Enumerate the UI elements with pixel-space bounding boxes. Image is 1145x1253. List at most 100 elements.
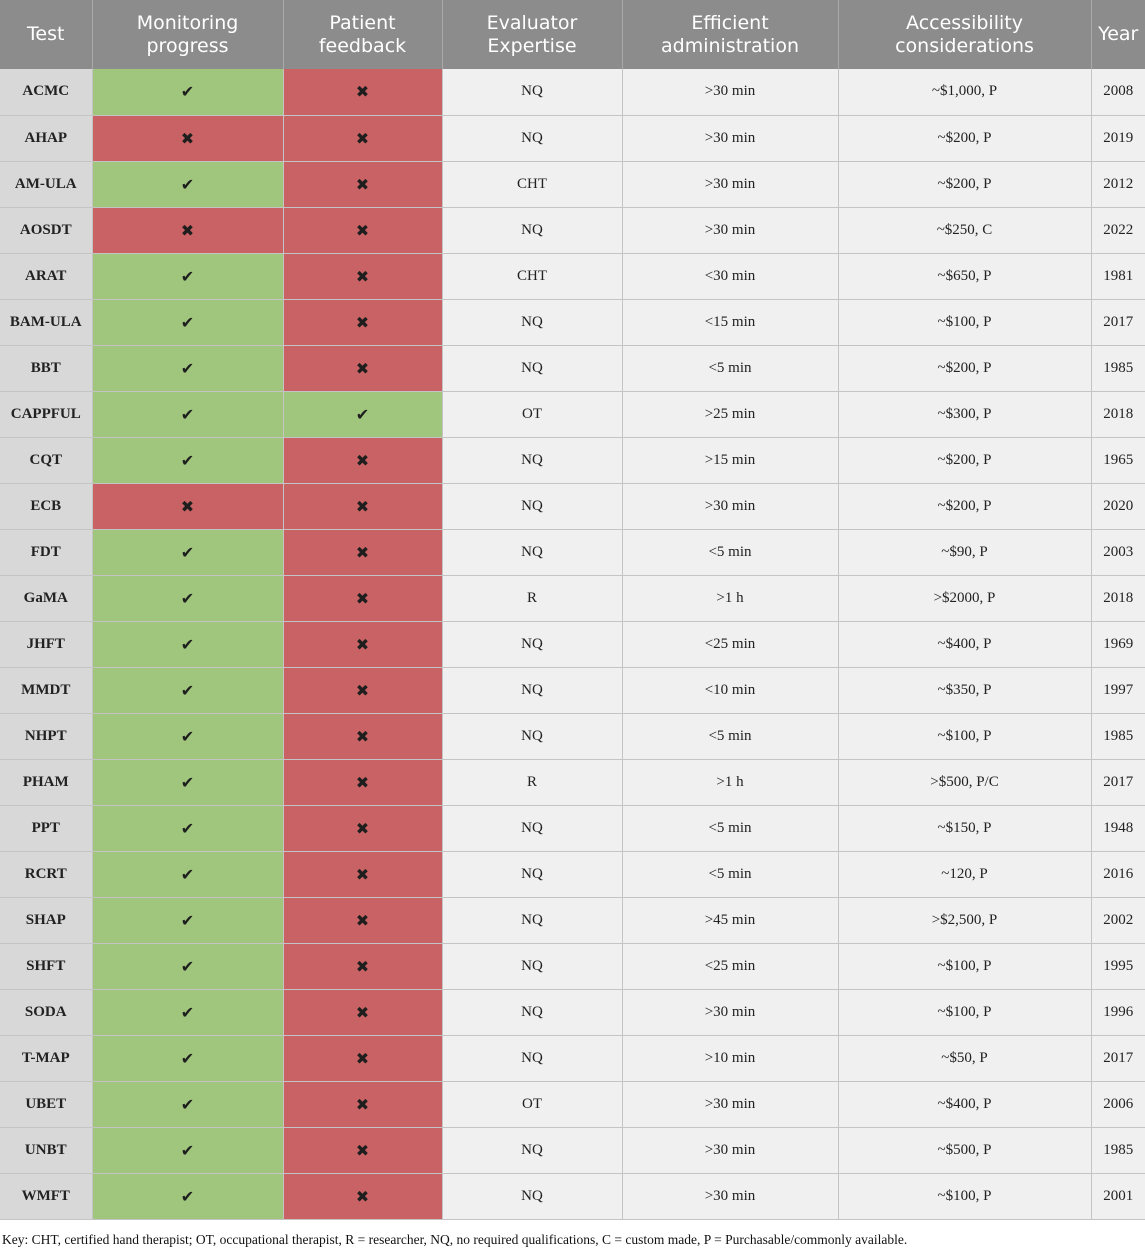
year: 2008: [1091, 69, 1145, 116]
evaluator-expertise: OT: [442, 391, 623, 438]
efficient-administration: <5 min: [622, 805, 839, 852]
year: 2022: [1091, 207, 1145, 254]
header-efficient-administration: Efficient administration: [622, 0, 839, 69]
monitoring-progress-cross-icon: ✖: [92, 207, 284, 254]
monitoring-progress-check-icon: ✔: [92, 897, 284, 944]
test-name: UNBT: [0, 1127, 93, 1174]
monitoring-progress-check-icon: ✔: [92, 69, 284, 116]
efficient-administration: >30 min: [622, 69, 839, 116]
accessibility-considerations: ~$100, P: [838, 1173, 1092, 1220]
patient-feedback-cross-icon: ✖: [283, 529, 443, 576]
accessibility-considerations: ~$200, P: [838, 161, 1092, 208]
accessibility-considerations: >$500, P/C: [838, 759, 1092, 806]
test-name: WMFT: [0, 1173, 93, 1220]
patient-feedback-cross-icon: ✖: [283, 575, 443, 622]
efficient-administration: >30 min: [622, 483, 839, 530]
evaluator-expertise: NQ: [442, 805, 623, 852]
header-year: Year: [1091, 0, 1145, 69]
patient-feedback-cross-icon: ✖: [283, 253, 443, 300]
test-name: BBT: [0, 345, 93, 392]
evaluator-expertise: OT: [442, 1081, 623, 1128]
test-name: CAPPFUL: [0, 391, 93, 438]
evaluator-expertise: NQ: [442, 299, 623, 346]
evaluator-expertise: NQ: [442, 989, 623, 1036]
test-name: BAM-ULA: [0, 299, 93, 346]
monitoring-progress-check-icon: ✔: [92, 1081, 284, 1128]
monitoring-progress-cross-icon: ✖: [92, 483, 284, 530]
accessibility-considerations: ~$200, P: [838, 483, 1092, 530]
table-row: CQT ✔ ✖ NQ >15 min ~$200, P 1965: [0, 437, 1145, 484]
accessibility-considerations: ~120, P: [838, 851, 1092, 898]
accessibility-considerations: ~$100, P: [838, 713, 1092, 760]
table-row: ECB ✖ ✖ NQ >30 min ~$200, P 2020: [0, 483, 1145, 530]
accessibility-considerations: ~$250, C: [838, 207, 1092, 254]
table-body: ACMC ✔ ✖ NQ >30 min ~$1,000, P 2008 AHAP ✖ ✖ NQ >30…: [0, 69, 1145, 1220]
evaluator-expertise: CHT: [442, 253, 623, 300]
evaluator-expertise: R: [442, 575, 623, 622]
efficient-administration: >30 min: [622, 1081, 839, 1128]
patient-feedback-cross-icon: ✖: [283, 667, 443, 714]
test-name: MMDT: [0, 667, 93, 714]
test-name: SODA: [0, 989, 93, 1036]
efficient-administration: <15 min: [622, 299, 839, 346]
accessibility-considerations: ~$1,000, P: [838, 69, 1092, 116]
year: 1997: [1091, 667, 1145, 714]
test-name: ACMC: [0, 69, 93, 116]
evaluator-expertise: NQ: [442, 1127, 623, 1174]
table-row: GaMA ✔ ✖ R >1 h >$2000, P 2018: [0, 575, 1145, 622]
header-evaluator-expertise: Evaluator Expertise: [442, 0, 623, 69]
evaluator-expertise: NQ: [442, 897, 623, 944]
efficient-administration: >30 min: [622, 115, 839, 162]
test-name: AHAP: [0, 115, 93, 162]
accessibility-considerations: ~$200, P: [838, 115, 1092, 162]
monitoring-progress-check-icon: ✔: [92, 805, 284, 852]
patient-feedback-cross-icon: ✖: [283, 851, 443, 898]
year: 1996: [1091, 989, 1145, 1036]
year: 2019: [1091, 115, 1145, 162]
year: 2012: [1091, 161, 1145, 208]
monitoring-progress-check-icon: ✔: [92, 713, 284, 760]
table-row: BAM-ULA ✔ ✖ NQ <15 min ~$100, P 2017: [0, 299, 1145, 346]
test-name: NHPT: [0, 713, 93, 760]
accessibility-considerations: ~$90, P: [838, 529, 1092, 576]
test-name: RCRT: [0, 851, 93, 898]
year: 2020: [1091, 483, 1145, 530]
monitoring-progress-check-icon: ✔: [92, 943, 284, 990]
table-row: MMDT ✔ ✖ NQ <10 min ~$350, P 1997: [0, 667, 1145, 714]
efficient-administration: <5 min: [622, 529, 839, 576]
test-name: FDT: [0, 529, 93, 576]
patient-feedback-cross-icon: ✖: [283, 759, 443, 806]
year: 2017: [1091, 299, 1145, 346]
evaluator-expertise: NQ: [442, 115, 623, 162]
year: 1948: [1091, 805, 1145, 852]
efficient-administration: >30 min: [622, 161, 839, 208]
test-name: JHFT: [0, 621, 93, 668]
accessibility-considerations: ~$50, P: [838, 1035, 1092, 1082]
monitoring-progress-check-icon: ✔: [92, 989, 284, 1036]
evaluator-expertise: NQ: [442, 437, 623, 484]
accessibility-considerations: ~$650, P: [838, 253, 1092, 300]
accessibility-considerations: ~$300, P: [838, 391, 1092, 438]
year: 1985: [1091, 713, 1145, 760]
patient-feedback-cross-icon: ✖: [283, 299, 443, 346]
year: 2017: [1091, 1035, 1145, 1082]
patient-feedback-cross-icon: ✖: [283, 207, 443, 254]
evaluator-expertise: NQ: [442, 483, 623, 530]
evaluator-expertise: NQ: [442, 1035, 623, 1082]
evaluator-expertise: R: [442, 759, 623, 806]
evaluator-expertise: NQ: [442, 621, 623, 668]
efficient-administration: >30 min: [622, 1127, 839, 1174]
year: 1981: [1091, 253, 1145, 300]
accessibility-considerations: >$2000, P: [838, 575, 1092, 622]
test-name: UBET: [0, 1081, 93, 1128]
evaluator-expertise: NQ: [442, 713, 623, 760]
patient-feedback-cross-icon: ✖: [283, 161, 443, 208]
patient-feedback-cross-icon: ✖: [283, 69, 443, 116]
year: 1995: [1091, 943, 1145, 990]
header-row: Test Monitoring progress Patient feedbac…: [0, 0, 1145, 69]
year: 1985: [1091, 1127, 1145, 1174]
table-row: WMFT ✔ ✖ NQ >30 min ~$100, P 2001: [0, 1173, 1145, 1220]
patient-feedback-cross-icon: ✖: [283, 943, 443, 990]
monitoring-progress-check-icon: ✔: [92, 437, 284, 484]
monitoring-progress-check-icon: ✔: [92, 575, 284, 622]
